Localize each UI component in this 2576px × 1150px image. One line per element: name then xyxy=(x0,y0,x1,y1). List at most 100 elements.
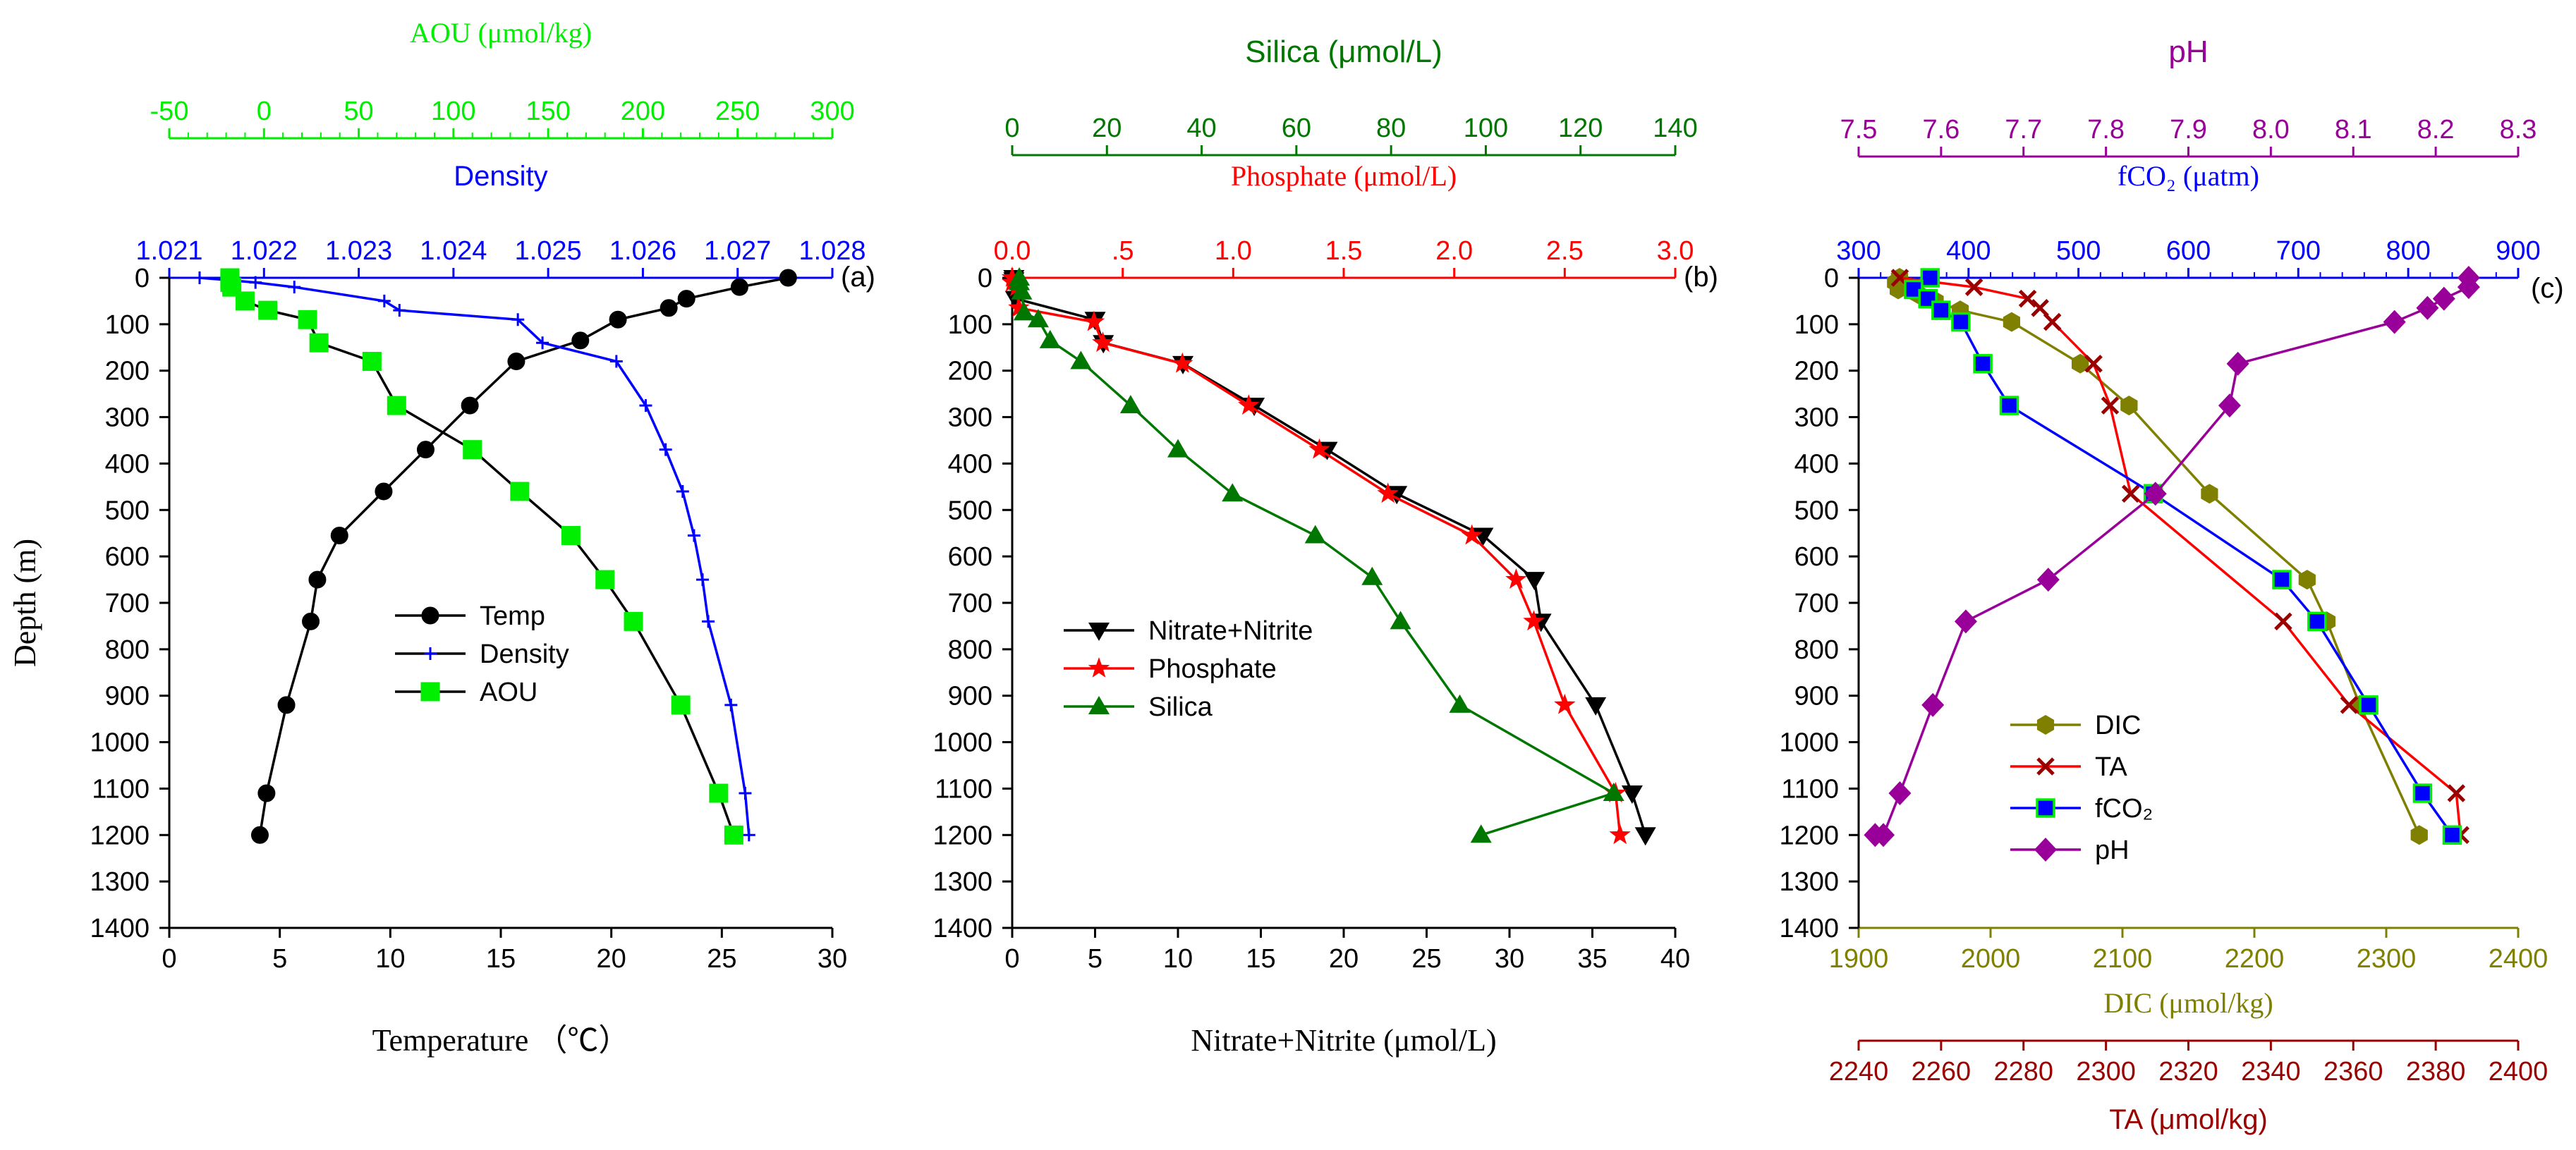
legend-label: Temp xyxy=(480,601,545,631)
silica-point xyxy=(1222,483,1244,502)
density-tick-label: 1.022 xyxy=(231,236,298,266)
depth-tick-label: 400 xyxy=(948,449,992,479)
silica-point xyxy=(1603,783,1624,802)
ta-mol-kg-tick-label: 2240 xyxy=(1829,1057,1889,1087)
legend-entry-nitrate-nitrite: Nitrate+Nitrite xyxy=(1064,616,1313,646)
fco-atm-tick-label: 900 xyxy=(2496,236,2540,266)
ta-mol-kg-axis: 2240 2260 2280 2300 2320 2340 2360 2380 2400 TA (… xyxy=(1829,1039,2548,1135)
legend-entry-ph: pH xyxy=(2010,836,2130,865)
depth-tick-label: 300 xyxy=(1794,403,1839,433)
ta-point xyxy=(2043,312,2062,331)
dic-point xyxy=(2003,312,2020,332)
density-point xyxy=(687,529,700,542)
ta-mol-kg-tick-label: 2260 xyxy=(1912,1057,1972,1087)
phosphate-point xyxy=(1609,824,1631,845)
depth-tick-label: 200 xyxy=(948,357,992,386)
temp-point xyxy=(461,396,479,415)
temperature-axis-title: Temperature （℃） xyxy=(372,1023,630,1058)
depth-tick-label: 0 xyxy=(1824,264,1839,293)
aou-point xyxy=(463,440,482,460)
dic-point xyxy=(2201,484,2218,504)
depth-tick-label: 700 xyxy=(1794,589,1839,618)
silica-mol-l-tick-label: 100 xyxy=(1464,114,1508,143)
silica-point xyxy=(1167,439,1189,458)
silica-point xyxy=(1027,309,1049,328)
ph-tick-label: 8.1 xyxy=(2335,115,2372,145)
depth-axis-title: Depth (m) xyxy=(8,539,42,667)
depth-tick-label: 1300 xyxy=(1779,867,1839,897)
aou-point xyxy=(235,291,255,311)
aou-line xyxy=(229,278,735,836)
fco-point xyxy=(1973,354,1993,374)
panel-b: 0 5 10 15 20 25 30 35 40 Nitrate+Nitrite (μmol/L)… xyxy=(932,35,1718,1058)
density-point xyxy=(659,443,672,456)
depth-tick-label: 1100 xyxy=(92,774,150,804)
aou-point xyxy=(724,825,743,845)
ta-mol-kg-tick-label: 2340 xyxy=(2241,1057,2301,1087)
fco-atm-tick-label: 500 xyxy=(2056,236,2101,266)
temp-point xyxy=(677,290,695,308)
ph-tick-label: 7.9 xyxy=(2170,115,2207,145)
dic-mol-kg-tick-label: 2300 xyxy=(2357,944,2417,974)
phosphate-mol-l-tick-label: 1.0 xyxy=(1215,236,1252,266)
nitrate-nitrite-mol-l-axis-title: Nitrate+Nitrite (μmol/L) xyxy=(1191,1023,1496,1058)
ta-mol-kg-tick-label: 2380 xyxy=(2406,1057,2466,1087)
aou-point xyxy=(510,482,530,501)
legend-entry-phosphate: Phosphate xyxy=(1064,654,1277,684)
ph-point xyxy=(2218,393,2241,418)
legend-label: fCO₂ xyxy=(2095,794,2153,824)
fco-point xyxy=(2307,611,2327,632)
legend: DIC TA fCO₂ pH xyxy=(2010,711,2153,865)
ta-point xyxy=(2018,289,2037,308)
dic-point xyxy=(2410,825,2428,845)
ph-point xyxy=(1954,609,1977,634)
legend-entry-temp: Temp xyxy=(395,601,545,631)
temp-point xyxy=(609,310,627,329)
dic-mol-kg-tick-label: 2200 xyxy=(2225,944,2285,974)
legend-entry-fco: fCO₂ xyxy=(2010,794,2153,824)
dic-mol-kg-tick-label: 1900 xyxy=(1829,944,1889,974)
ph-point xyxy=(2144,482,2167,506)
legend-swatch-marker xyxy=(2036,715,2055,735)
silica-point xyxy=(1304,525,1326,544)
temp-point xyxy=(330,527,348,545)
temperature-tick-label: 20 xyxy=(597,944,626,974)
temperature-tick-label: 15 xyxy=(486,944,516,974)
series-nitrate-nitrite xyxy=(1003,270,1656,846)
silica-point xyxy=(1013,302,1035,321)
depth-tick-label: 500 xyxy=(1794,496,1839,525)
dic-mol-kg-axis-title: DIC (μmol/kg) xyxy=(2103,987,2273,1019)
nitrate-nitrite-point xyxy=(1585,697,1607,716)
temp-point xyxy=(375,482,393,501)
silica-point xyxy=(1449,694,1471,713)
depth-tick-label: 500 xyxy=(948,496,992,525)
nitrate-nitrite-mol-l-tick-label: 5 xyxy=(1088,944,1102,974)
silica-mol-l-tick-label: 60 xyxy=(1282,114,1311,143)
legend-label: AOU xyxy=(480,678,537,707)
fco-point xyxy=(1931,300,1951,320)
density-point xyxy=(724,698,738,711)
depth-tick-label: 400 xyxy=(105,449,150,479)
ph-tick-label: 7.7 xyxy=(2005,115,2042,145)
silica-point xyxy=(1361,566,1383,585)
density-point xyxy=(193,271,206,284)
density-point xyxy=(609,355,623,368)
nitrate-nitrite-mol-l-tick-label: 10 xyxy=(1163,944,1193,974)
nitrate-nitrite-mol-l-tick-label: 35 xyxy=(1577,944,1607,974)
legend-swatch-marker xyxy=(1088,696,1110,714)
ph-point xyxy=(2036,568,2060,592)
ph-tick-label: 7.6 xyxy=(1922,115,1960,145)
silica-mol-l-tick-label: 80 xyxy=(1376,114,1406,143)
legend-swatch-marker xyxy=(2034,838,2057,862)
aou-mol-kg-tick-label: 250 xyxy=(715,97,760,126)
depth-tick-label: 800 xyxy=(948,635,992,665)
legend-entry-aou: AOU xyxy=(395,678,537,707)
aou-mol-kg-tick-label: 150 xyxy=(525,97,570,126)
depth-tick-label: 400 xyxy=(1794,449,1839,479)
silica-point xyxy=(1390,611,1411,630)
aou-point xyxy=(309,333,329,353)
aou-point xyxy=(709,783,729,803)
temp-point xyxy=(660,299,678,317)
density-tick-label: 1.024 xyxy=(420,236,487,266)
